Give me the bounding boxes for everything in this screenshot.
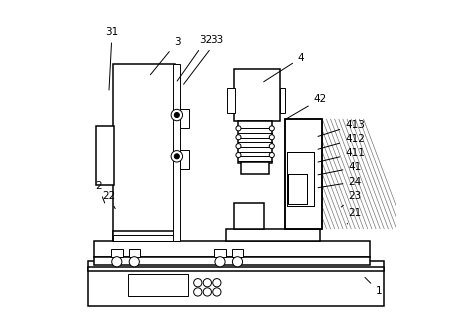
Circle shape [129, 257, 139, 267]
Circle shape [236, 152, 241, 158]
Bar [287, 152, 314, 205]
Bar [128, 274, 188, 296]
Text: 41: 41 [318, 162, 361, 175]
Bar [96, 126, 114, 185]
Circle shape [269, 152, 275, 158]
Bar [227, 229, 320, 241]
Text: 3: 3 [150, 37, 180, 75]
Text: 32: 32 [177, 35, 212, 81]
Circle shape [194, 278, 202, 287]
Circle shape [112, 257, 122, 267]
Circle shape [171, 151, 182, 162]
Circle shape [203, 288, 211, 296]
Bar [287, 152, 314, 205]
Circle shape [213, 288, 221, 296]
Text: 2: 2 [95, 182, 104, 203]
Text: 24: 24 [318, 177, 361, 188]
Bar [232, 249, 243, 257]
Bar [173, 63, 180, 241]
Circle shape [194, 288, 202, 296]
Bar [113, 235, 175, 241]
Bar [113, 231, 175, 241]
Bar [234, 69, 280, 122]
Bar [94, 241, 370, 257]
Bar [180, 109, 189, 128]
Bar [288, 174, 307, 204]
Bar [129, 249, 140, 257]
Bar [238, 122, 272, 163]
Circle shape [215, 257, 225, 267]
Bar [180, 150, 189, 169]
Bar [288, 174, 307, 204]
Bar [88, 261, 384, 306]
Text: 23: 23 [342, 191, 361, 207]
Circle shape [174, 154, 180, 159]
Text: 42: 42 [285, 94, 327, 120]
Text: 31: 31 [105, 27, 119, 90]
Bar [113, 63, 175, 241]
Bar [214, 249, 226, 257]
Text: 1: 1 [365, 278, 382, 296]
Circle shape [232, 257, 243, 267]
Text: 4: 4 [264, 53, 304, 82]
Circle shape [236, 126, 241, 131]
Bar [234, 203, 265, 229]
Circle shape [269, 126, 275, 131]
Text: 412: 412 [318, 134, 365, 149]
Text: 22: 22 [102, 191, 115, 209]
Circle shape [203, 278, 211, 287]
Circle shape [269, 135, 275, 140]
Bar [94, 257, 370, 265]
Circle shape [174, 113, 180, 118]
Bar [111, 249, 123, 257]
Text: 413: 413 [318, 120, 365, 137]
Circle shape [213, 278, 221, 287]
Bar [285, 119, 322, 229]
Bar [285, 119, 322, 229]
Text: 411: 411 [318, 148, 365, 162]
Circle shape [236, 144, 241, 149]
Circle shape [269, 144, 275, 149]
Text: 33: 33 [184, 35, 223, 84]
Circle shape [236, 135, 241, 140]
Text: 21: 21 [347, 209, 361, 224]
Bar [280, 88, 285, 114]
Circle shape [171, 109, 182, 121]
Bar [88, 268, 384, 271]
Bar [228, 88, 235, 114]
Bar [241, 162, 269, 174]
